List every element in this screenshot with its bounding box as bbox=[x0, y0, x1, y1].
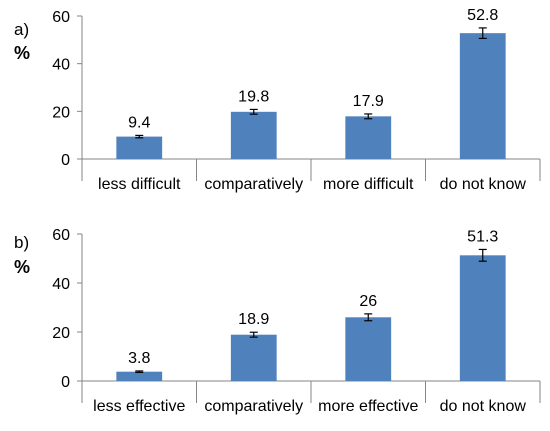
data-label: 3.8 bbox=[128, 350, 150, 367]
y-axis-label: % bbox=[14, 43, 31, 63]
category-label: comparatively bbox=[204, 176, 303, 193]
data-label: 9.4 bbox=[128, 114, 150, 131]
category-label: more effective bbox=[318, 398, 418, 415]
category-label: more difficult bbox=[323, 176, 414, 193]
y-tick-label: 60 bbox=[52, 227, 70, 244]
data-label: 51.3 bbox=[467, 228, 498, 245]
y-tick-label: 60 bbox=[52, 9, 70, 26]
data-label: 26 bbox=[359, 293, 377, 310]
chart-panel-b: b) % 0 20 40 60 3.8 less effective 18.9 compara… bbox=[0, 219, 550, 431]
bar bbox=[230, 111, 277, 159]
category-label: do not know bbox=[440, 176, 527, 193]
bar bbox=[230, 334, 277, 381]
y-tick-label: 40 bbox=[52, 57, 70, 74]
bar bbox=[345, 116, 392, 159]
y-tick-label: 0 bbox=[61, 152, 70, 169]
panel-label: b) bbox=[14, 233, 30, 252]
chart-panel-a: a) % 0 20 40 60 9.4 less difficult 19.8 compara… bbox=[0, 0, 550, 212]
category-label: less difficult bbox=[98, 176, 181, 193]
y-tick-label: 40 bbox=[52, 276, 70, 293]
bar bbox=[345, 317, 392, 381]
data-label: 18.9 bbox=[238, 311, 269, 328]
data-label: 19.8 bbox=[238, 88, 269, 105]
category-label: comparatively bbox=[204, 398, 303, 415]
category-label: do not know bbox=[440, 398, 527, 415]
bar bbox=[459, 255, 506, 381]
bar bbox=[116, 371, 163, 381]
data-label: 17.9 bbox=[353, 93, 384, 110]
panel-label: a) bbox=[14, 20, 30, 39]
category-label: less effective bbox=[93, 398, 185, 415]
bar bbox=[459, 33, 506, 159]
y-tick-label: 20 bbox=[52, 325, 70, 342]
y-axis-label: % bbox=[14, 257, 31, 277]
bar-chart-b: 0 20 40 60 3.8 less effective 18.9 comparativel… bbox=[52, 227, 541, 415]
bar bbox=[116, 136, 163, 159]
y-tick-label: 20 bbox=[52, 104, 70, 121]
bar-chart-a: 0 20 40 60 9.4 less difficult 19.8 comparativel… bbox=[52, 7, 541, 193]
y-tick-label: 0 bbox=[61, 374, 70, 391]
data-label: 52.8 bbox=[467, 7, 498, 24]
